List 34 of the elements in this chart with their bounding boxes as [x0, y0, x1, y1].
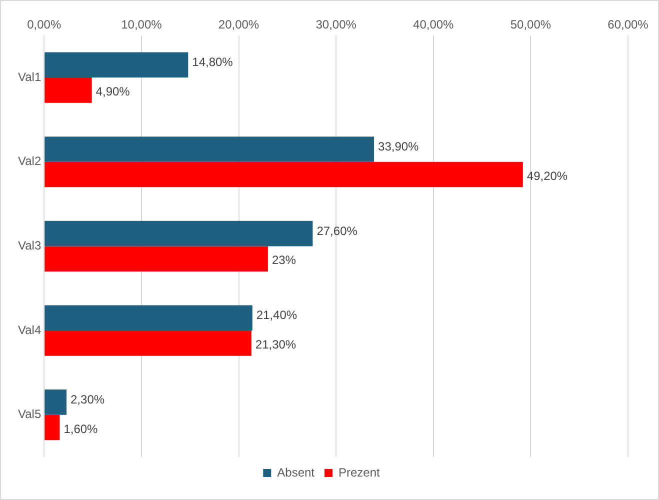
data-label: 21,30% — [255, 337, 296, 352]
data-label: 2,30% — [70, 392, 105, 407]
bar — [44, 246, 268, 272]
data-label: 14,80% — [192, 55, 234, 70]
bar — [44, 305, 252, 331]
legend-label: Absent — [277, 465, 316, 480]
bar — [44, 220, 313, 246]
bar — [44, 330, 252, 356]
x-tick-label: 30,00% — [316, 18, 357, 32]
x-tick-label: 50,00% — [510, 18, 552, 32]
bar — [44, 162, 523, 188]
bar — [44, 390, 67, 415]
x-tick-label: 60,00% — [608, 18, 649, 32]
data-label: 49,20% — [526, 168, 568, 183]
y-tick-label: Val5 — [18, 407, 42, 422]
x-tick-label: 10,00% — [121, 18, 162, 32]
y-tick-label: Val2 — [18, 154, 42, 168]
legend-label: Prezent — [338, 465, 381, 480]
bar — [44, 52, 188, 78]
y-tick-label: Val3 — [18, 238, 42, 253]
data-label: 4,90% — [96, 84, 130, 99]
data-label: 21,40% — [256, 308, 298, 322]
bar — [44, 414, 60, 440]
data-label: 23% — [272, 253, 296, 268]
x-tick-label: 0,00% — [27, 18, 62, 32]
bar — [44, 136, 374, 162]
x-tick-label: 20,00% — [218, 18, 260, 32]
data-label: 33,90% — [378, 140, 420, 154]
y-tick-label: Val1 — [18, 70, 42, 84]
data-label: 1,60% — [64, 422, 98, 436]
data-label: 27,60% — [316, 224, 358, 238]
bar — [44, 78, 92, 103]
x-tick-label: 40,00% — [413, 18, 454, 32]
y-tick-label: Val4 — [18, 322, 42, 337]
